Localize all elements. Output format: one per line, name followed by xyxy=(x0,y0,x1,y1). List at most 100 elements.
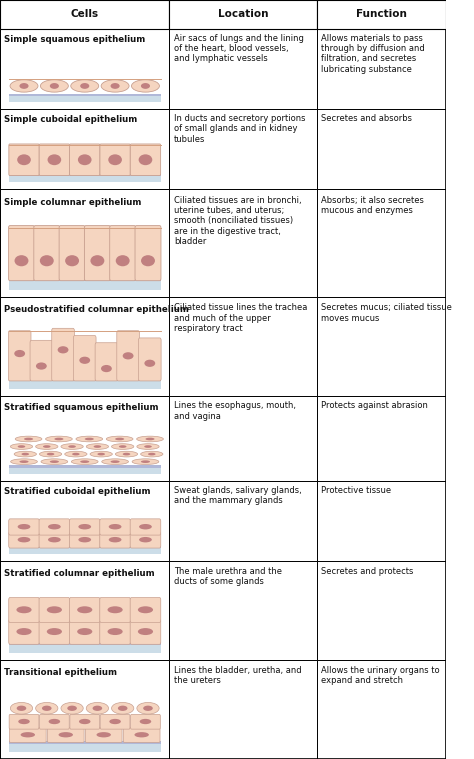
Text: Allows materials to pass
through by diffusion and
filtration, and secretes
lubri: Allows materials to pass through by diff… xyxy=(321,33,425,74)
FancyBboxPatch shape xyxy=(135,225,161,281)
Ellipse shape xyxy=(78,524,91,530)
Bar xyxy=(317,29,446,109)
Bar xyxy=(0,660,170,759)
FancyBboxPatch shape xyxy=(9,519,39,535)
Ellipse shape xyxy=(141,460,150,463)
Bar xyxy=(317,481,446,561)
Bar xyxy=(317,189,446,298)
Bar xyxy=(317,298,446,396)
Ellipse shape xyxy=(101,365,112,372)
Ellipse shape xyxy=(101,80,129,92)
Bar xyxy=(9,548,161,555)
FancyBboxPatch shape xyxy=(39,144,70,175)
FancyBboxPatch shape xyxy=(9,619,39,644)
Ellipse shape xyxy=(110,460,119,463)
Ellipse shape xyxy=(47,453,55,455)
Ellipse shape xyxy=(108,628,123,635)
Ellipse shape xyxy=(145,360,155,367)
Ellipse shape xyxy=(86,444,109,449)
Bar xyxy=(170,660,317,759)
Bar xyxy=(0,0,170,29)
Ellipse shape xyxy=(109,524,121,530)
Ellipse shape xyxy=(110,83,119,89)
Text: Function: Function xyxy=(356,9,407,20)
Ellipse shape xyxy=(138,154,152,165)
Ellipse shape xyxy=(78,154,91,165)
Ellipse shape xyxy=(15,255,28,266)
Ellipse shape xyxy=(10,459,37,465)
Ellipse shape xyxy=(10,702,33,714)
Text: The male urethra and the
ducts of some glands: The male urethra and the ducts of some g… xyxy=(174,567,282,587)
Ellipse shape xyxy=(58,346,68,354)
Bar xyxy=(0,298,170,396)
Ellipse shape xyxy=(18,537,30,543)
Bar xyxy=(317,561,446,660)
Bar xyxy=(317,396,446,481)
Ellipse shape xyxy=(76,436,103,442)
Ellipse shape xyxy=(77,628,92,635)
Bar xyxy=(0,109,170,189)
FancyBboxPatch shape xyxy=(9,728,46,742)
Bar xyxy=(317,0,446,29)
Bar xyxy=(9,176,161,182)
FancyBboxPatch shape xyxy=(100,144,130,175)
Ellipse shape xyxy=(93,446,101,448)
Bar xyxy=(9,742,161,744)
Ellipse shape xyxy=(119,446,127,448)
FancyBboxPatch shape xyxy=(9,331,31,381)
Ellipse shape xyxy=(49,719,60,724)
FancyBboxPatch shape xyxy=(100,597,130,622)
Ellipse shape xyxy=(111,444,134,449)
Ellipse shape xyxy=(10,444,33,449)
Bar xyxy=(170,0,317,29)
Ellipse shape xyxy=(20,732,35,738)
Ellipse shape xyxy=(132,459,159,465)
FancyBboxPatch shape xyxy=(130,532,161,548)
Text: Secretes mucus; ciliated tissue
moves mucus: Secretes mucus; ciliated tissue moves mu… xyxy=(321,304,452,323)
FancyBboxPatch shape xyxy=(59,225,85,281)
Ellipse shape xyxy=(85,438,94,440)
Bar xyxy=(9,381,161,389)
Bar xyxy=(0,561,170,660)
Ellipse shape xyxy=(40,80,68,92)
FancyBboxPatch shape xyxy=(109,225,136,281)
FancyBboxPatch shape xyxy=(39,597,70,622)
FancyBboxPatch shape xyxy=(9,597,39,622)
Bar xyxy=(9,174,161,176)
FancyBboxPatch shape xyxy=(70,144,100,175)
Ellipse shape xyxy=(72,453,80,455)
Ellipse shape xyxy=(42,706,52,711)
Bar xyxy=(9,744,161,751)
FancyBboxPatch shape xyxy=(47,728,84,742)
Ellipse shape xyxy=(48,537,61,543)
FancyBboxPatch shape xyxy=(70,714,100,729)
FancyBboxPatch shape xyxy=(84,225,110,281)
Ellipse shape xyxy=(18,524,30,530)
FancyBboxPatch shape xyxy=(130,144,161,175)
Ellipse shape xyxy=(10,80,38,92)
Ellipse shape xyxy=(123,352,134,360)
Bar xyxy=(9,642,161,645)
Ellipse shape xyxy=(46,436,73,442)
FancyBboxPatch shape xyxy=(9,714,39,729)
Text: Ciliated tissues are in bronchi,
uterine tubes, and uterus;
smooth (nonciliated : Ciliated tissues are in bronchi, uterine… xyxy=(174,196,301,246)
Ellipse shape xyxy=(144,446,152,448)
Text: Pseudostratified columnar epithelium: Pseudostratified columnar epithelium xyxy=(4,305,189,314)
Ellipse shape xyxy=(18,446,25,448)
Bar xyxy=(170,298,317,396)
Ellipse shape xyxy=(140,719,151,724)
Ellipse shape xyxy=(17,154,31,165)
FancyBboxPatch shape xyxy=(9,225,35,281)
Ellipse shape xyxy=(47,606,62,613)
Ellipse shape xyxy=(141,255,155,266)
Ellipse shape xyxy=(102,459,128,465)
Ellipse shape xyxy=(17,706,26,711)
FancyBboxPatch shape xyxy=(69,532,100,548)
Text: Protects against abrasion: Protects against abrasion xyxy=(321,402,428,411)
Ellipse shape xyxy=(108,154,122,165)
Ellipse shape xyxy=(72,459,98,465)
Bar xyxy=(170,109,317,189)
FancyBboxPatch shape xyxy=(69,519,100,535)
Text: Transitional epithelium: Transitional epithelium xyxy=(4,668,117,677)
Ellipse shape xyxy=(79,357,90,364)
